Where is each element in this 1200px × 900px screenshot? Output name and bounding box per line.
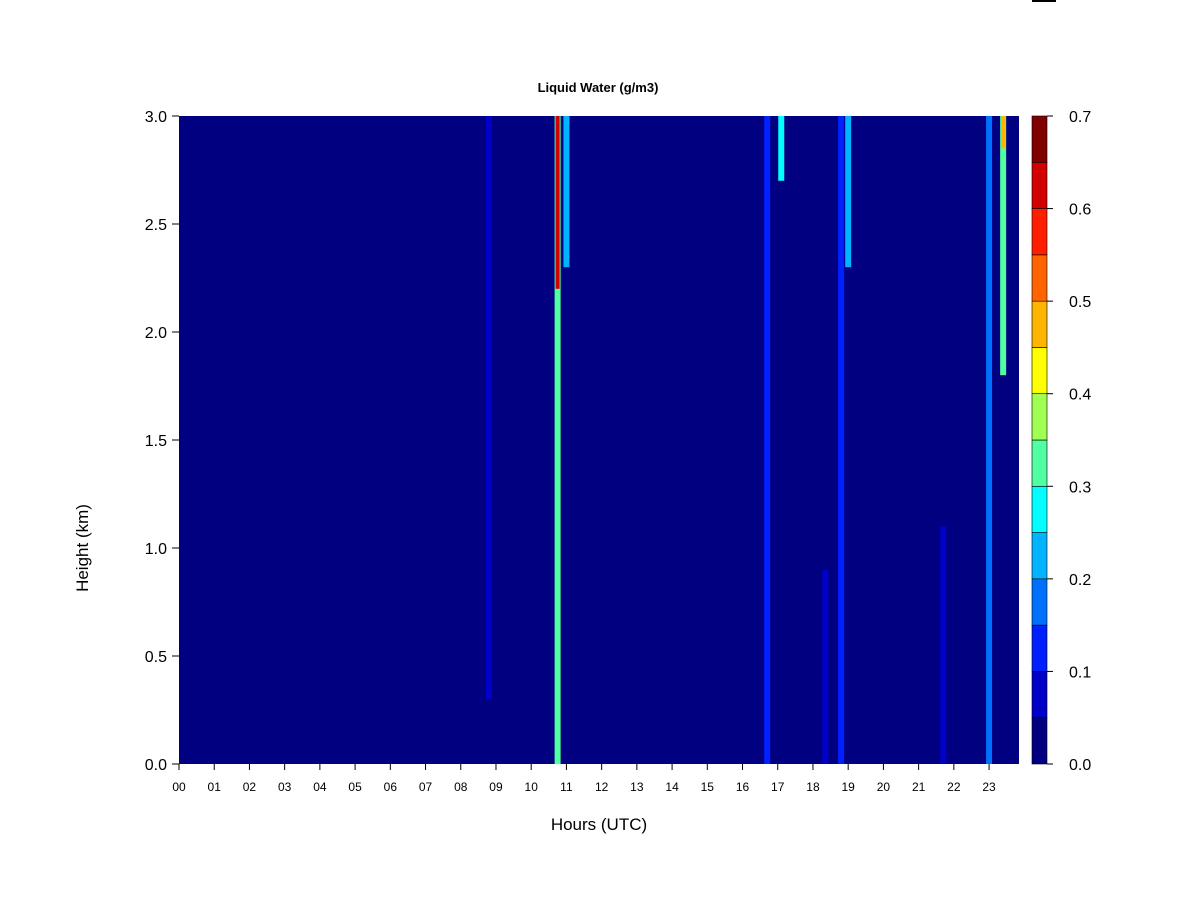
- x-tick-label: 23: [982, 780, 996, 794]
- colorbar-level: [1031, 578, 1048, 626]
- heatmap-plot-area: [179, 116, 1019, 764]
- y-axis-label: Height (km): [73, 504, 92, 592]
- colorbar-level: [1031, 115, 1048, 163]
- y-tick-label: 2.0: [145, 325, 167, 342]
- x-tick-label: 02: [243, 780, 257, 794]
- heatmap-background: [179, 116, 1019, 764]
- x-tick-label: 18: [806, 780, 820, 794]
- colorbar-level: [1031, 624, 1048, 672]
- liquid-water-column: [1000, 116, 1007, 376]
- x-tick-label: 06: [384, 780, 398, 794]
- colorbar-tick-label: 0.4: [1069, 387, 1091, 404]
- liquid-water-column: [764, 116, 771, 764]
- y-tick-label: 0.5: [145, 649, 167, 666]
- x-tick-label: 14: [665, 780, 679, 794]
- colorbar-level: [1031, 300, 1048, 348]
- x-tick-label: 17: [771, 780, 785, 794]
- liquid-water-peak: [555, 116, 560, 289]
- colorbar-level: [1031, 254, 1048, 302]
- x-tick-label: 15: [701, 780, 715, 794]
- colorbar-level: [1031, 208, 1048, 256]
- y-tick-label: 2.5: [145, 217, 167, 234]
- x-tick-label: 01: [208, 780, 222, 794]
- colorbar-level: [1031, 161, 1048, 209]
- y-tick-label: 1.0: [145, 541, 167, 558]
- x-tick-label: 07: [419, 780, 433, 794]
- colorbar-tick-label: 0.0: [1069, 757, 1091, 774]
- liquid-water-column: [822, 569, 829, 764]
- y-tick-label: 1.5: [145, 433, 167, 450]
- x-tick-label: 09: [489, 780, 503, 794]
- colorbar-level: [1031, 485, 1048, 533]
- x-tick-label: 16: [736, 780, 750, 794]
- liquid-water-column: [554, 116, 561, 764]
- liquid-water-column: [778, 116, 785, 181]
- liquid-water-column: [845, 116, 852, 268]
- x-tick-label: 10: [525, 780, 539, 794]
- liquid-water-column: [485, 116, 492, 700]
- liquid-water-column: [986, 116, 993, 764]
- colorbar-level: [1031, 532, 1048, 580]
- y-tick-label: 3.0: [145, 109, 167, 126]
- y-axis: 0.0 0.5 1.0 1.5 2.0 2.5 3.0: [145, 109, 179, 774]
- x-axis-label: Hours (UTC): [551, 815, 647, 834]
- x-tick-label: 03: [278, 780, 292, 794]
- colorbar-level: [1031, 347, 1048, 395]
- colorbar-tick-label: 0.3: [1069, 479, 1091, 496]
- corner-mark: [1032, 0, 1056, 2]
- x-tick-label: 05: [348, 780, 362, 794]
- x-tick-label: 21: [912, 780, 926, 794]
- colorbar-level: [1031, 671, 1048, 719]
- colorbar-level: [1031, 717, 1048, 765]
- colorbar-tick-label: 0.1: [1069, 664, 1091, 681]
- colorbar-tick-label: 0.2: [1069, 572, 1091, 589]
- colorbar-tick-label: 0.5: [1069, 294, 1091, 311]
- x-tick-label: 13: [630, 780, 644, 794]
- colorbar-tick-label: 0.7: [1069, 109, 1091, 126]
- x-tick-label: 08: [454, 780, 468, 794]
- colorbar-tick-label: 0.6: [1069, 202, 1091, 219]
- x-tick-label: 04: [313, 780, 327, 794]
- liquid-water-column: [838, 116, 845, 764]
- x-tick-label: 12: [595, 780, 609, 794]
- x-tick-label: 20: [877, 780, 891, 794]
- colorbar-level: [1031, 393, 1048, 441]
- colorbar: 0.0 0.1 0.2 0.3 0.4 0.5 0.6 0.7: [1031, 109, 1091, 774]
- x-tick-label: 22: [947, 780, 961, 794]
- chart-title: Liquid Water (g/m3): [538, 80, 659, 95]
- x-tick-label: 00: [172, 780, 186, 794]
- x-axis: 00 01 02 03 04 05 06 07 08 09 10 11 12 13 14 15 16 17 18 19…: [172, 764, 996, 794]
- liquid-water-column: [563, 116, 570, 268]
- y-tick-label: 0.0: [145, 757, 167, 774]
- liquid-water-peak: [1001, 116, 1006, 149]
- colorbar-level: [1031, 439, 1048, 487]
- liquid-water-column: [940, 526, 947, 764]
- x-tick-label: 19: [842, 780, 856, 794]
- x-tick-label: 11: [560, 780, 573, 794]
